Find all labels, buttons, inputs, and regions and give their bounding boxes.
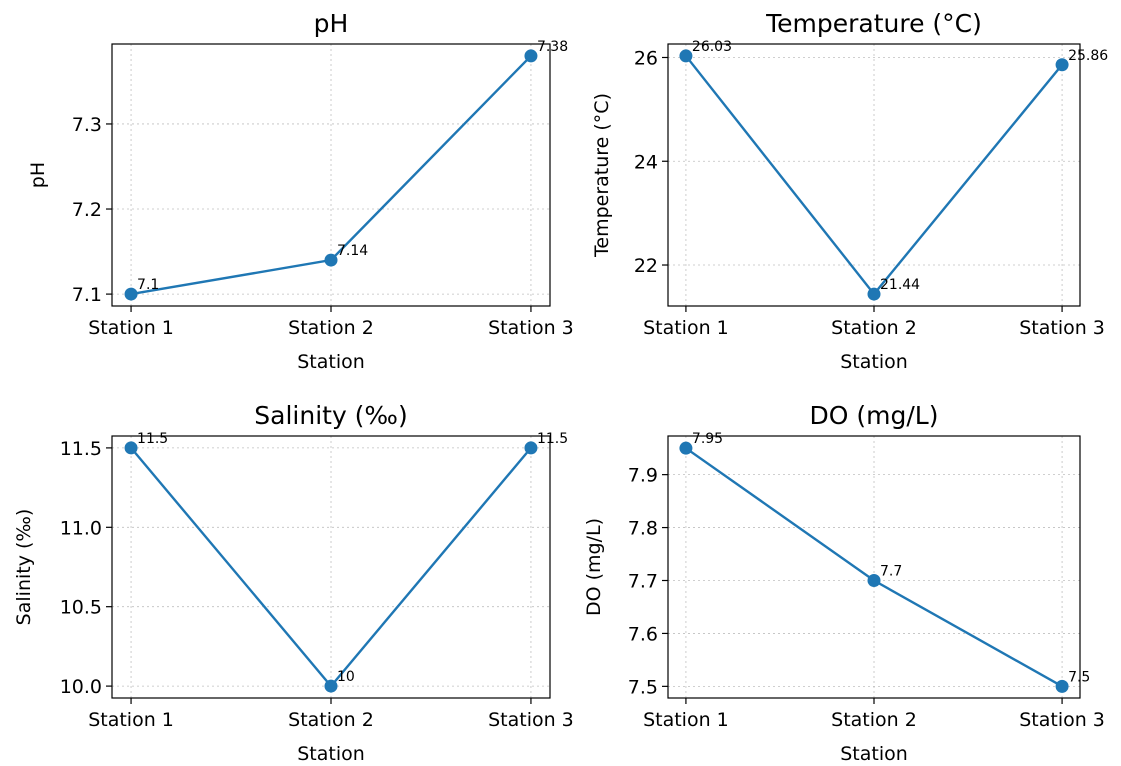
data-label: 11.5 xyxy=(537,431,568,447)
x-tick-label: Station 2 xyxy=(831,317,917,339)
x-axis-label: Station xyxy=(297,351,365,373)
y-tick-label: 7.3 xyxy=(72,114,102,136)
data-point-marker xyxy=(867,287,881,301)
data-label: 7.1 xyxy=(137,277,159,293)
subplot-1: 7.1 7.14 7.38 Station 1 Station 2 Station 3 7.… xyxy=(27,9,574,373)
y-axis-label: Salinity (‰) xyxy=(13,509,35,626)
subplot-3: 11.5 10 11.5 Station 1 Station 2 Station 3 10.… xyxy=(13,401,574,765)
data-point-marker xyxy=(679,441,693,455)
x-tick-label: Station 2 xyxy=(831,709,917,731)
data-label: 11.5 xyxy=(137,431,168,447)
data-label: 7.38 xyxy=(537,39,568,55)
y-tick-label: 7.6 xyxy=(628,623,658,645)
data-point-marker xyxy=(324,253,338,267)
subplot-title: Salinity (‰) xyxy=(254,401,407,430)
data-point-marker xyxy=(524,441,538,455)
x-tick-label: Station 1 xyxy=(643,317,729,339)
data-point-marker xyxy=(524,49,538,63)
subplot-4: 7.95 7.7 7.5 Station 1 Station 2 Station 3 7.5… xyxy=(583,401,1105,765)
data-label: 7.5 xyxy=(1068,669,1090,685)
subplot-2: 26.03 21.44 25.86 Station 1 Station 2 Station… xyxy=(591,9,1108,373)
x-tick-label: Station 3 xyxy=(1019,709,1105,731)
y-tick-label: 26 xyxy=(634,47,658,69)
data-label: 7.7 xyxy=(880,563,902,579)
data-label: 10 xyxy=(337,669,355,685)
data-point-marker xyxy=(124,441,138,455)
y-tick-label: 10.5 xyxy=(60,597,102,619)
data-point-marker xyxy=(324,679,338,693)
y-tick-label: 7.9 xyxy=(628,465,658,487)
data-label: 25.86 xyxy=(1068,48,1108,64)
x-tick-label: Station 1 xyxy=(88,317,174,339)
y-axis-label: Temperature (°C) xyxy=(591,93,613,258)
data-label: 21.44 xyxy=(880,277,920,293)
x-axis-label: Station xyxy=(840,743,908,765)
data-label: 7.14 xyxy=(337,243,368,259)
data-point-marker xyxy=(679,49,693,63)
data-point-marker xyxy=(1055,679,1069,693)
x-tick-label: Station 1 xyxy=(88,709,174,731)
y-tick-label: 7.1 xyxy=(72,284,102,306)
subplot-title: pH xyxy=(314,9,349,38)
data-label: 26.03 xyxy=(692,39,732,55)
subplot-title: Temperature (°C) xyxy=(765,9,982,38)
x-tick-label: Station 2 xyxy=(288,709,374,731)
y-axis-label: DO (mg/L) xyxy=(583,518,605,616)
y-tick-label: 10.0 xyxy=(60,676,102,698)
data-point-marker xyxy=(867,573,881,587)
data-label: 7.95 xyxy=(692,431,723,447)
x-tick-label: Station 3 xyxy=(1019,317,1105,339)
y-tick-label: 7.2 xyxy=(72,199,102,221)
x-axis-label: Station xyxy=(840,351,908,373)
y-tick-label: 22 xyxy=(634,255,658,277)
y-tick-label: 11.0 xyxy=(60,517,102,539)
y-tick-label: 7.7 xyxy=(628,570,658,592)
x-tick-label: Station 1 xyxy=(643,709,729,731)
y-tick-label: 7.5 xyxy=(628,676,658,698)
x-tick-label: Station 3 xyxy=(488,709,574,731)
data-point-marker xyxy=(1055,58,1069,72)
x-tick-label: Station 3 xyxy=(488,317,574,339)
data-point-marker xyxy=(124,287,138,301)
y-tick-label: 11.5 xyxy=(60,438,102,460)
y-tick-label: 24 xyxy=(634,151,658,173)
x-axis-label: Station xyxy=(297,743,365,765)
y-tick-label: 7.8 xyxy=(628,518,658,540)
x-tick-label: Station 2 xyxy=(288,317,374,339)
y-axis-label: pH xyxy=(27,162,49,188)
subplot-title: DO (mg/L) xyxy=(810,401,939,430)
